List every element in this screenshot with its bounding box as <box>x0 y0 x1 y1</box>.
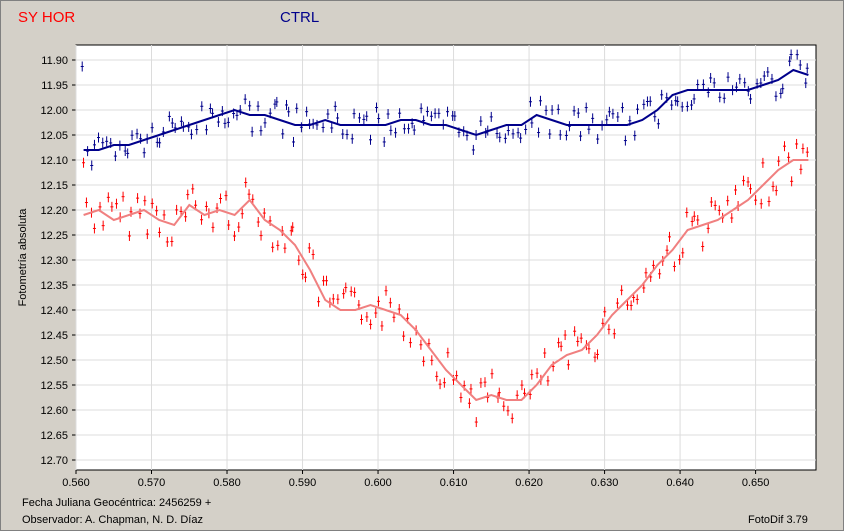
x-tick-label: 0.560 <box>62 477 90 489</box>
y-tick-label: 12.10 <box>40 155 68 167</box>
x-tick-label: 0.570 <box>138 477 166 489</box>
y-tick-label: 12.40 <box>40 305 68 317</box>
y-tick-label: 12.70 <box>40 455 68 467</box>
x-tick-label: 0.640 <box>666 477 694 489</box>
y-tick-label: 12.35 <box>40 280 68 292</box>
y-tick-label: 12.05 <box>40 130 68 142</box>
plot-area <box>75 44 817 471</box>
y-tick-label: 11.90 <box>41 55 68 67</box>
x-tick-label: 0.650 <box>742 477 770 489</box>
y-tick-label: 12.45 <box>40 330 68 342</box>
y-tick-label: 12.15 <box>40 180 68 192</box>
y-tick-label: 12.60 <box>40 405 68 417</box>
y-tick-label: 12.50 <box>40 355 68 367</box>
observer-label: Observador: A. Chapman, N. D. Díaz <box>22 514 203 526</box>
date-label: Fecha Juliana Geocéntrica: 2456259 + <box>22 497 212 509</box>
x-tick-label: 0.600 <box>364 477 392 489</box>
y-tick-label: 12.65 <box>40 430 68 442</box>
series-line-ctrl <box>83 68 809 151</box>
x-tick-label: 0.620 <box>515 477 543 489</box>
y-tick-label: 12.00 <box>40 105 68 117</box>
y-axis-label: Fotometría absoluta <box>17 208 29 307</box>
y-tick-label: 12.55 <box>40 380 68 392</box>
y-tick-label: 12.20 <box>40 205 68 217</box>
series-line-sy-hor <box>83 159 809 402</box>
legend-series-sy-hor: SY HOR <box>18 9 76 26</box>
x-tick-label: 0.590 <box>289 477 317 489</box>
y-tick-label: 12.30 <box>40 255 68 267</box>
x-tick-label: 0.610 <box>440 477 468 489</box>
legend-series-ctrl: CTRL <box>280 9 320 26</box>
y-tick-label: 11.95 <box>41 80 68 92</box>
x-tick-label: 0.630 <box>591 477 619 489</box>
y-tick-label: 12.25 <box>40 230 68 242</box>
software-label: FotoDif 3.79 <box>748 514 808 526</box>
x-tick-label: 0.580 <box>213 477 241 489</box>
